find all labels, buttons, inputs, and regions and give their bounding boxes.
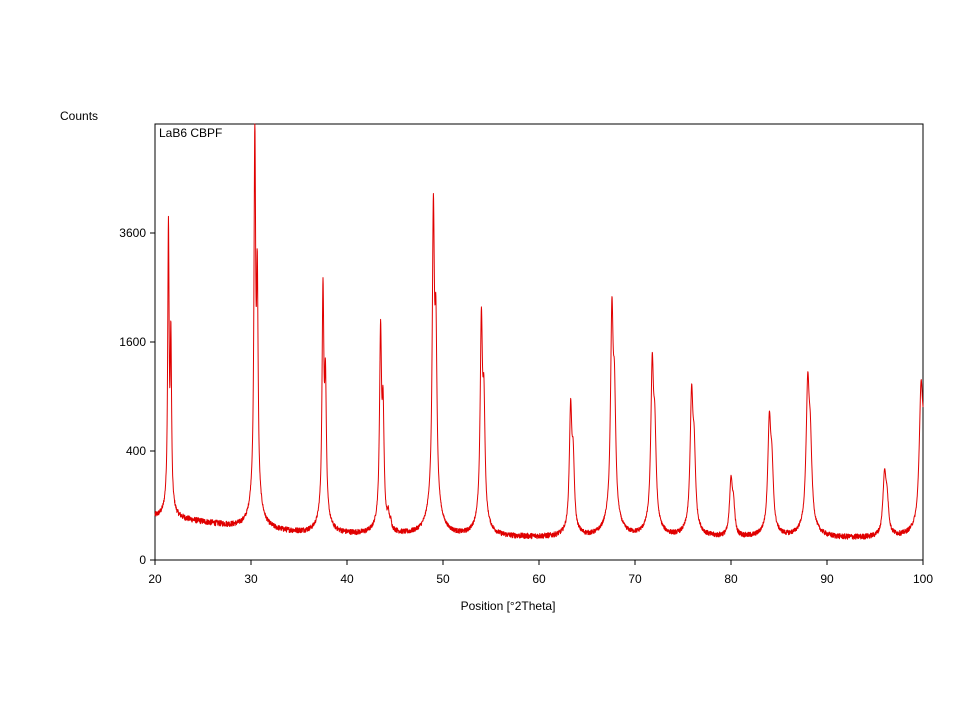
x-tick-label: 20 [148, 572, 162, 586]
x-tick-label: 100 [913, 572, 933, 586]
x-tick-label: 80 [724, 572, 738, 586]
sample-label: LaB6 CBPF [159, 126, 222, 140]
axis-ticks: 20 30 40 50 60 70 80 90 100 0 400 1600 3600 [119, 226, 933, 586]
x-tick-label: 60 [532, 572, 546, 586]
diffraction-pattern-line [154, 123, 924, 540]
x-tick-label: 70 [628, 572, 642, 586]
x-tick-label: 30 [244, 572, 258, 586]
y-tick-label: 400 [126, 444, 146, 458]
y-tick-label: 3600 [119, 226, 146, 240]
y-tick-label: 1600 [119, 335, 146, 349]
x-tick-label: 90 [820, 572, 834, 586]
y-tick-label: 0 [139, 553, 146, 567]
x-tick-label: 40 [340, 572, 354, 586]
x-axis-label: Position [°2Theta] [461, 599, 556, 613]
series-group [154, 123, 924, 540]
y-axis-label: Counts [60, 109, 98, 123]
plot-frame [154, 123, 924, 561]
x-tick-label: 50 [436, 572, 450, 586]
